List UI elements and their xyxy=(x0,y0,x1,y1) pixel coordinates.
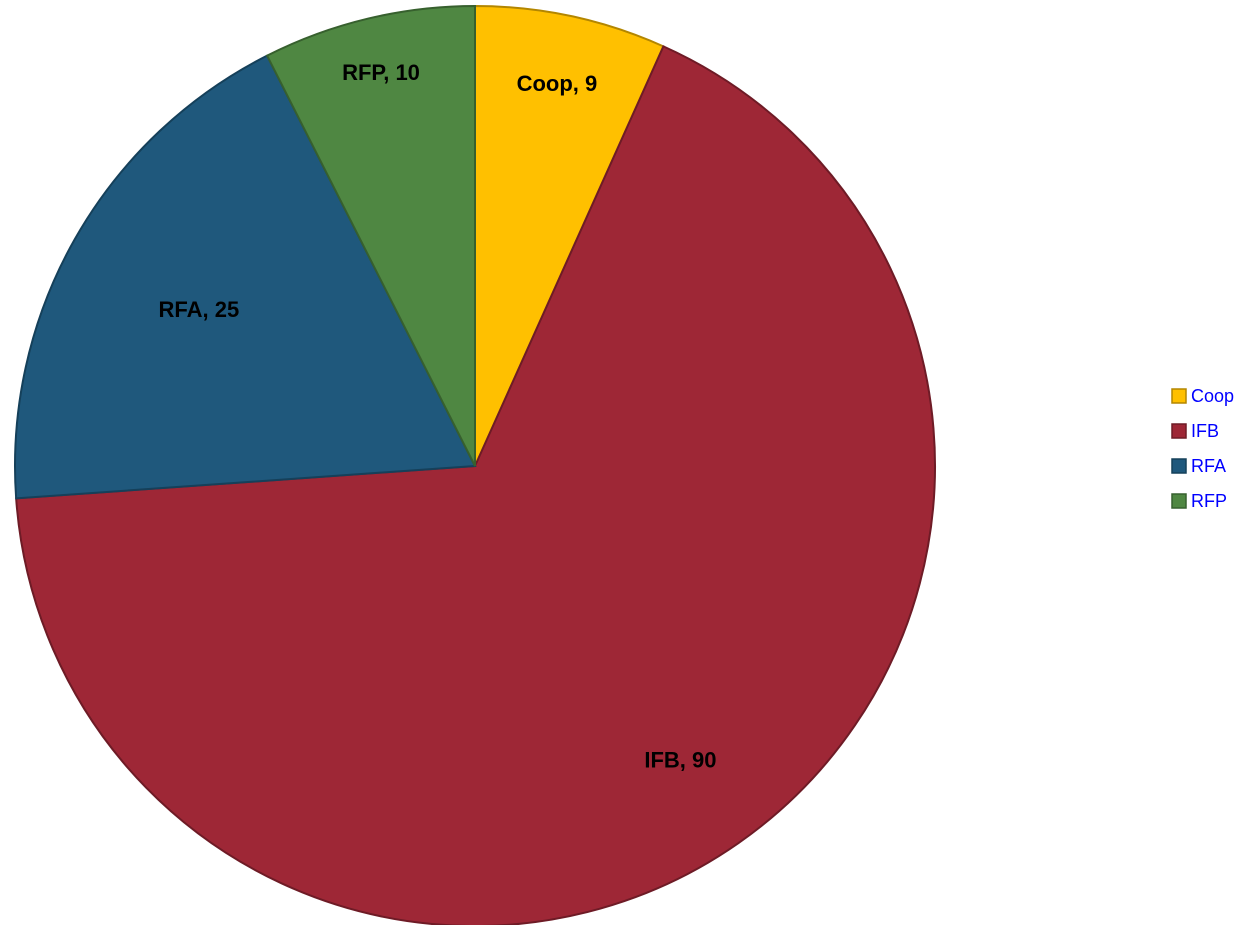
data-label-coop: Coop, 9 xyxy=(517,71,598,96)
data-label-ifb: IFB, 90 xyxy=(644,748,716,773)
legend-label-rfa: RFA xyxy=(1191,456,1226,476)
legend: Coop IFB RFA RFP xyxy=(1171,386,1234,511)
legend-label-ifb: IFB xyxy=(1191,421,1219,441)
pie-slice-coop xyxy=(474,4,665,467)
data-label-rfa: RFA, 25 xyxy=(159,297,240,322)
pie-slices xyxy=(14,4,936,925)
data-label-rfp: RFP, 10 xyxy=(342,60,420,85)
legend-label-rfp: RFP xyxy=(1191,491,1227,511)
pie-slice-rfp xyxy=(265,4,476,467)
legend-swatch-ifb xyxy=(1171,423,1187,439)
pie-slice-rfa xyxy=(14,54,477,500)
legend-swatch-rfa xyxy=(1171,458,1187,474)
legend-label-coop: Coop xyxy=(1191,386,1234,406)
pie-data-labels: Coop, 9 IFB, 90 RFA, 25 RFP, 10 xyxy=(159,60,717,773)
legend-swatch-coop xyxy=(1171,388,1187,404)
legend-swatch-rfp xyxy=(1171,493,1187,509)
pie-slice-ifb xyxy=(15,45,936,925)
